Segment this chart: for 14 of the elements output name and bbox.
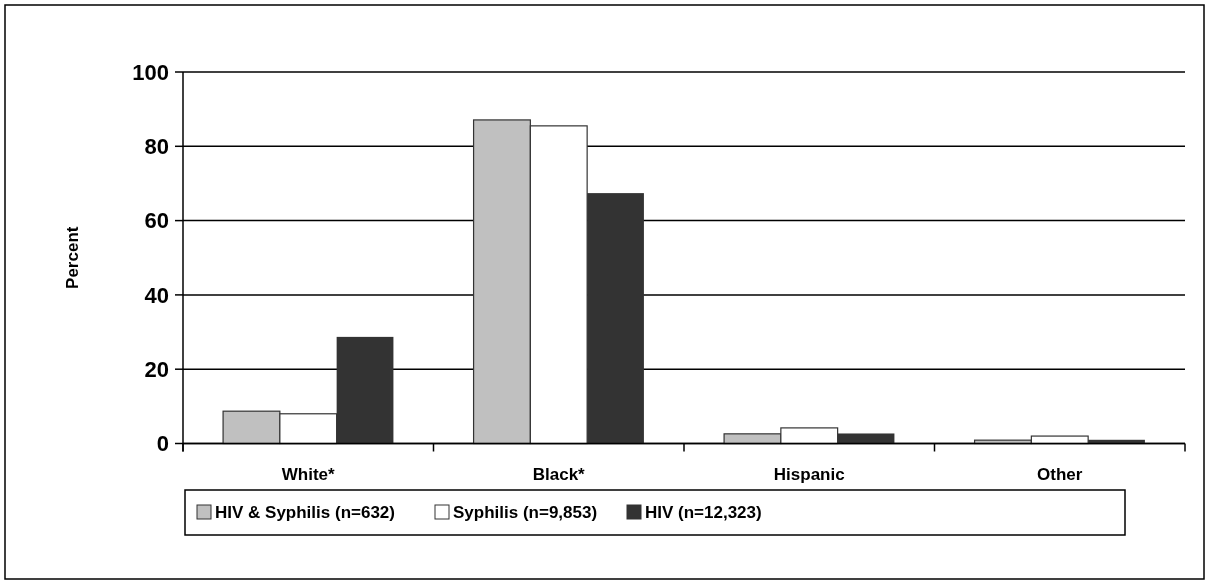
legend-label: HIV (n=12,323) xyxy=(645,502,762,522)
y-tick-label: 60 xyxy=(144,208,169,234)
legend-label: Syphilis (n=9,853) xyxy=(453,502,598,522)
legend-label: HIV & Syphilis (n=632) xyxy=(215,502,395,522)
y-tick-label: 80 xyxy=(144,134,169,159)
y-tick-label: 100 xyxy=(132,59,169,85)
x-tick-label: Hispanic xyxy=(773,464,845,484)
x-tick-label: Other xyxy=(1037,464,1083,484)
y-axis-title: Percent xyxy=(63,226,82,289)
y-tick-label: 0 xyxy=(156,431,169,457)
y-tick-label: 40 xyxy=(144,282,169,308)
y-tick-label: 20 xyxy=(144,356,169,382)
x-tick-label: White* xyxy=(281,464,336,484)
x-tick-label: Black* xyxy=(532,464,586,484)
